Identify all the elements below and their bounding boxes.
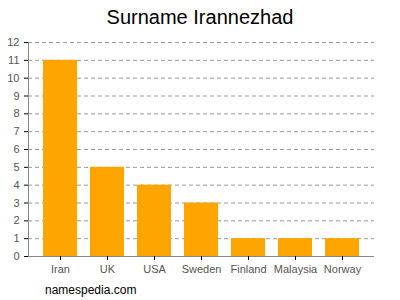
svg-text:Finland: Finland (230, 263, 266, 275)
svg-text:Sweden: Sweden (182, 263, 222, 275)
svg-text:2: 2 (13, 214, 19, 226)
svg-text:7: 7 (13, 125, 19, 137)
svg-text:UK: UK (100, 263, 116, 275)
svg-text:11: 11 (8, 54, 19, 66)
svg-text:6: 6 (13, 143, 19, 155)
svg-text:9: 9 (13, 90, 19, 102)
svg-text:5: 5 (13, 161, 19, 173)
svg-text:0: 0 (13, 250, 19, 262)
svg-text:10: 10 (7, 72, 19, 84)
svg-text:Malaysia: Malaysia (274, 263, 318, 275)
html-text:Surname Irannezhad: Surname Irannezhad (106, 6, 294, 28)
svg-text:12: 12 (7, 36, 19, 48)
html-text:namespedia.com: namespedia.com (45, 283, 137, 297)
svg-text:USA: USA (143, 263, 166, 275)
svg-text:1: 1 (13, 232, 19, 244)
svg-text:4: 4 (13, 179, 19, 191)
svg-text:Norway: Norway (324, 263, 362, 275)
svg-text:3: 3 (13, 197, 19, 209)
svg-text:Iran: Iran (51, 263, 70, 275)
svg-text:8: 8 (13, 107, 19, 119)
